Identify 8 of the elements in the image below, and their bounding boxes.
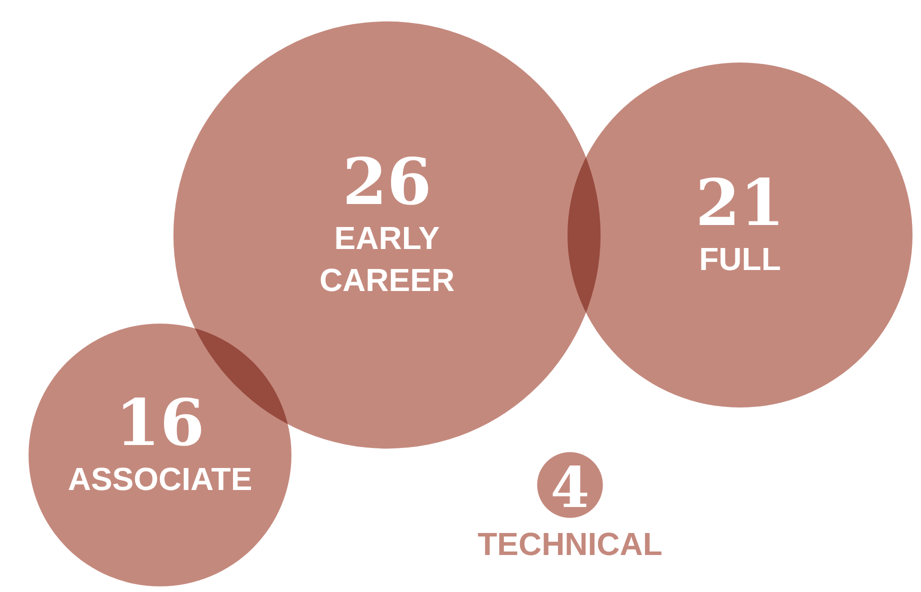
category-label: ASSOCIATE — [68, 461, 252, 497]
category-label: TECHNICAL — [478, 526, 662, 562]
data-label: 4 — [550, 455, 590, 521]
category-label: EARLY CAREER — [319, 220, 455, 298]
data-label: 16 — [115, 386, 205, 461]
data-label: 21 — [695, 166, 785, 241]
category-label: FULL — [699, 241, 781, 277]
data-label: 26 — [342, 145, 432, 220]
